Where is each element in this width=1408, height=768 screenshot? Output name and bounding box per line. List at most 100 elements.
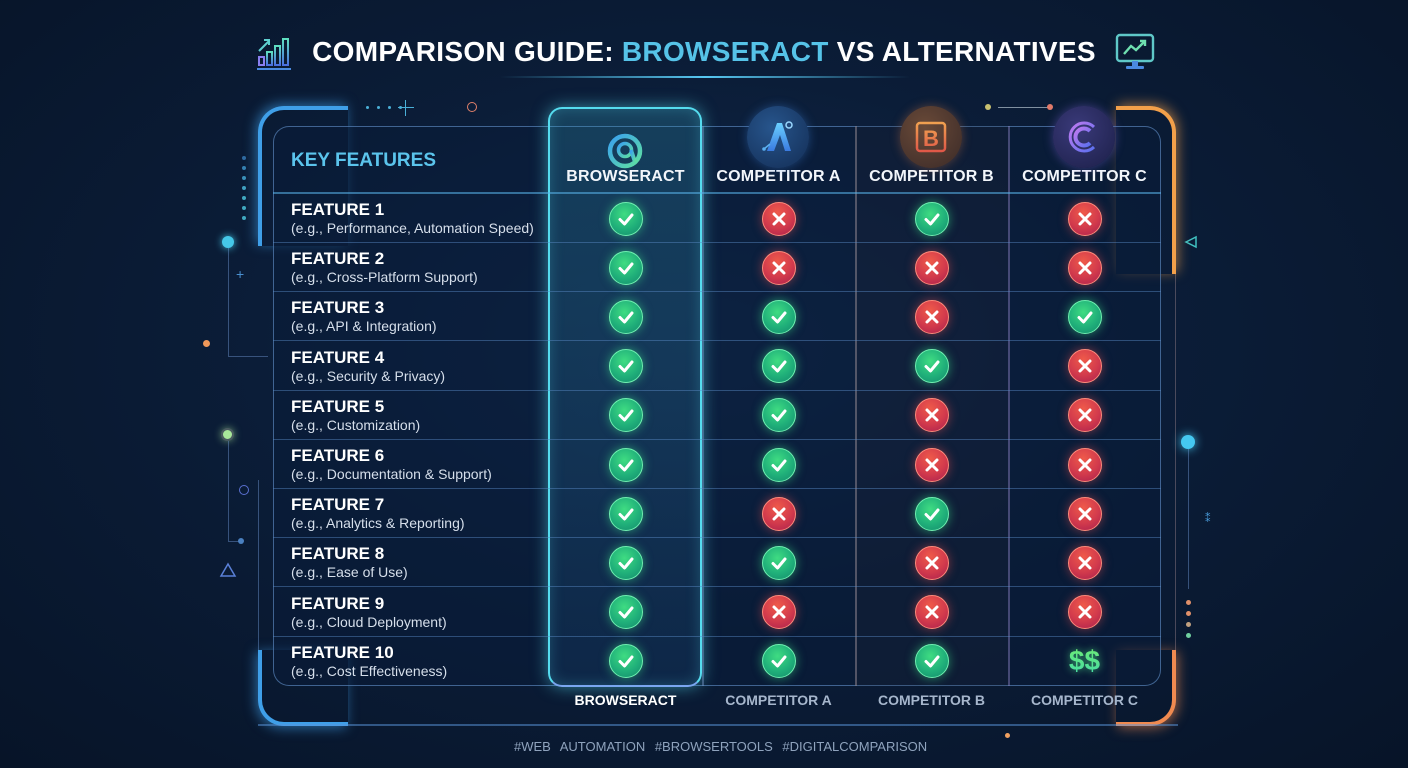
- hashtags: #WEB AUTOMATION #BROWSERTOOLS #DIGITALCO…: [514, 739, 928, 754]
- title-row: COMPARISON GUIDE: BROWSERACT VS ALTERNAT…: [0, 30, 1408, 74]
- competitor-a-logo-icon: [747, 106, 809, 168]
- title-underline: [500, 76, 910, 78]
- table-cell: [855, 637, 1008, 686]
- feature-subtitle: (e.g., Security & Privacy): [291, 367, 446, 384]
- table-cell: [1008, 440, 1161, 489]
- title-highlight: BROWSERACT: [621, 36, 829, 67]
- cross-icon: [914, 545, 949, 580]
- feature-subtitle: (e.g., API & Integration): [291, 318, 437, 335]
- table-cell: $$: [1008, 637, 1161, 686]
- table-cell: [855, 243, 1008, 292]
- page-title: COMPARISON GUIDE: BROWSERACT VS ALTERNAT…: [312, 36, 1096, 67]
- decorative-dot: [1005, 733, 1010, 738]
- feature-title: FEATURE 6: [291, 446, 385, 465]
- footer-label-competitor-a: COMPETITOR A: [725, 692, 832, 708]
- check-icon: [608, 201, 643, 236]
- table-cell: [549, 440, 702, 489]
- table-cell: [855, 292, 1008, 341]
- cross-icon: [1067, 545, 1102, 580]
- table-cell: [1008, 489, 1161, 538]
- table-cell: [855, 440, 1008, 489]
- column-divider: [855, 126, 857, 686]
- cross-icon: [1067, 349, 1102, 384]
- check-icon: [608, 250, 643, 285]
- check-icon: [761, 398, 796, 433]
- table-cell: [549, 538, 702, 587]
- cross-icon: [914, 398, 949, 433]
- table-cell: [1008, 194, 1161, 243]
- feature-title: FEATURE 8: [291, 544, 385, 564]
- table-cell: [549, 292, 702, 341]
- table-cell: [855, 588, 1008, 637]
- footer-column-labels: BROWSERACT COMPETITOR A COMPETITOR B COM…: [0, 692, 1408, 712]
- table-cell: [549, 342, 702, 391]
- column-header-competitor-b: B COMPETITOR B: [855, 106, 1008, 194]
- column-divider: [1008, 126, 1010, 686]
- table-row: FEATURE 8 (e.g., Ease of Use): [273, 538, 1161, 588]
- check-icon: [914, 644, 949, 679]
- svg-text:B: B: [923, 126, 939, 151]
- table-body: FEATURE 1 (e.g., Performance, Automation …: [273, 194, 1161, 686]
- feature-subtitle: (e.g., Analytics & Reporting): [291, 515, 465, 532]
- feature-subtitle: (e.g., Cost Effectiveness): [291, 662, 448, 679]
- footer-label-competitor-b: COMPETITOR B: [877, 692, 986, 708]
- feature-subtitle: (e.g., Performance, Automation Speed): [291, 220, 534, 236]
- frame-corner-top-right: [1116, 106, 1176, 274]
- dollar-sign-icon: $$: [1068, 645, 1101, 677]
- table-row: FEATURE 9 (e.g., Cloud Deployment): [273, 588, 1161, 637]
- footer-label-browseract: BROWSERACT: [574, 692, 677, 708]
- table-cell: [1008, 292, 1161, 341]
- table-cell: [549, 243, 702, 292]
- table-cell: [1008, 243, 1161, 292]
- comparison-table-frame: [273, 126, 1161, 686]
- table-row: FEATURE 1 (e.g., Performance, Automation …: [273, 194, 1161, 243]
- table-cell: [702, 637, 855, 686]
- check-icon: [608, 644, 643, 679]
- cross-icon: [761, 595, 796, 630]
- table-row: FEATURE 6 (e.g., Documentation & Support): [273, 440, 1161, 489]
- column-label: COMPETITOR C: [1022, 168, 1147, 185]
- check-icon: [608, 595, 643, 630]
- table-cell: [549, 194, 702, 243]
- cross-icon: [1067, 201, 1102, 236]
- table-cell: [855, 489, 1008, 538]
- feature-title: FEATURE 10: [291, 642, 394, 662]
- table-cell: [855, 194, 1008, 243]
- triangle-left-icon: [1184, 235, 1198, 254]
- cross-icon: [914, 595, 949, 630]
- check-icon: [761, 545, 796, 580]
- cross-icon: [1067, 595, 1102, 630]
- column-header-browseract: BROWSERACT: [549, 126, 702, 194]
- table-cell: [549, 391, 702, 440]
- check-icon: [608, 349, 643, 384]
- table-row: FEATURE 4 (e.g., Security & Privacy): [273, 342, 1161, 391]
- cross-icon: [914, 250, 949, 285]
- competitor-c-logo-icon: [1053, 106, 1115, 168]
- cross-icon: [761, 201, 796, 236]
- check-icon: [608, 545, 643, 580]
- cross-icon: [1067, 496, 1102, 531]
- browseract-logo-icon: [594, 120, 656, 182]
- cross-icon: [914, 447, 949, 482]
- check-icon: [608, 299, 643, 334]
- check-icon: [608, 398, 643, 433]
- feature-subtitle: (e.g., Ease of Use): [291, 564, 408, 581]
- check-icon: [761, 644, 796, 679]
- cross-icon: [914, 299, 949, 334]
- feature-subtitle: (e.g., Documentation & Support): [291, 466, 492, 482]
- check-icon: [1067, 299, 1102, 334]
- bar-chart-growth-icon: [254, 32, 294, 72]
- comparison-table: KEY FEATURES BROWSERACT: [273, 106, 1161, 686]
- column-header-competitor-a: COMPETITOR A: [702, 106, 855, 194]
- table-row: FEATURE 2 (e.g., Cross-Platform Support): [273, 243, 1161, 293]
- table-cell: [702, 243, 855, 292]
- cross-icon: [1067, 250, 1102, 285]
- table-cell: [1008, 588, 1161, 637]
- cross-icon: [761, 250, 796, 285]
- feature-subtitle: (e.g., Cross-Platform Support): [291, 269, 478, 286]
- feature-title: FEATURE 5: [291, 396, 385, 416]
- check-icon: [914, 496, 949, 531]
- table-cell: [549, 489, 702, 538]
- column-label: COMPETITOR A: [716, 168, 841, 185]
- feature-title: FEATURE 3: [291, 298, 385, 318]
